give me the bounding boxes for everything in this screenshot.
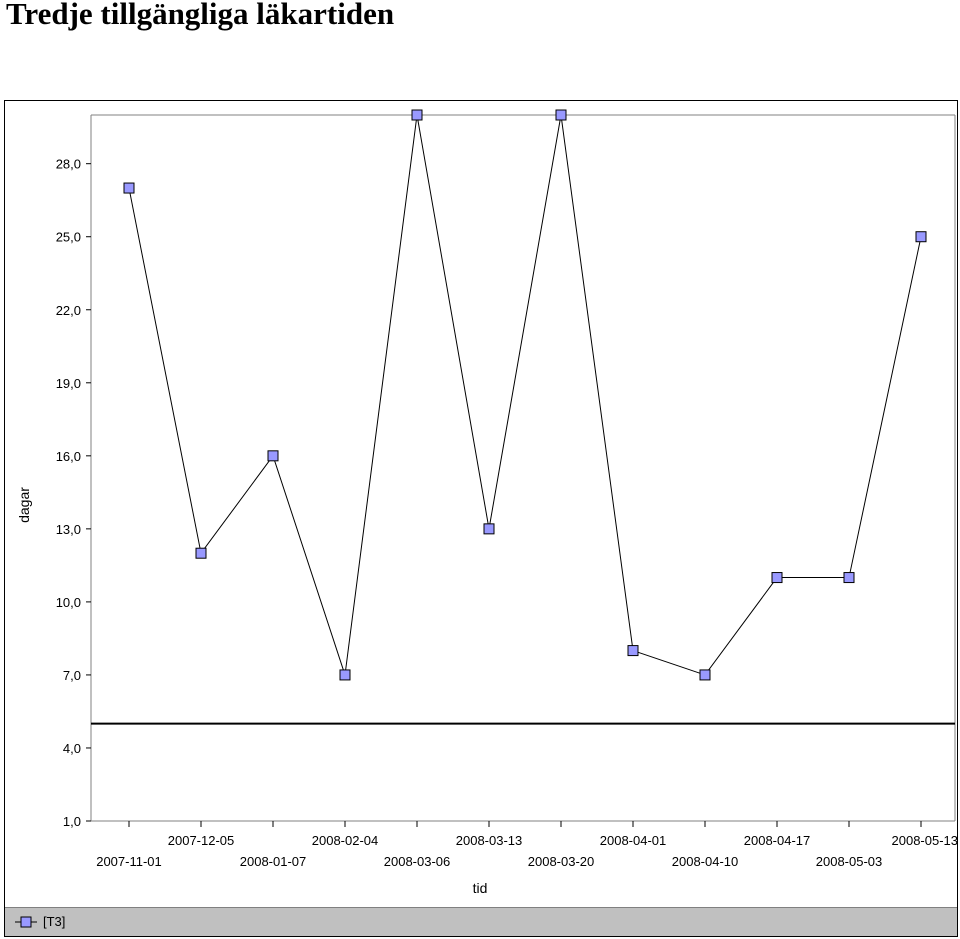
data-point — [915, 231, 927, 243]
x-tick-label: 2008-04-10 — [672, 854, 739, 869]
x-tick-label: 2008-02-04 — [312, 833, 379, 848]
y-tick-label: 10,0 — [56, 595, 81, 610]
y-tick-label: 4,0 — [63, 741, 81, 756]
y-tick-label: 19,0 — [56, 376, 81, 391]
series-line — [128, 114, 922, 676]
y-tick-label: 25,0 — [56, 230, 81, 245]
data-point — [195, 547, 207, 559]
x-tick-label: 2008-04-01 — [600, 833, 667, 848]
y-tick-label: 1,0 — [63, 814, 81, 829]
legend-series-marker — [15, 916, 37, 928]
data-point — [411, 109, 423, 121]
y-axis-title: dagar — [16, 487, 32, 523]
y-tick-label: 28,0 — [56, 157, 81, 172]
legend-series-label: [T3] — [43, 914, 66, 929]
legend: [T3] — [5, 907, 957, 936]
x-tick-label: 2008-03-06 — [384, 854, 451, 869]
page-title: Tredje tillgängliga läkartiden — [6, 0, 395, 31]
data-point — [771, 572, 783, 584]
x-tick-label: 2008-03-13 — [456, 833, 523, 848]
data-point — [843, 572, 855, 584]
y-tick-label: 7,0 — [63, 668, 81, 683]
y-tick-label: 22,0 — [56, 303, 81, 318]
data-point — [627, 645, 639, 657]
x-tick-label: 2008-04-17 — [744, 833, 811, 848]
data-point — [483, 523, 495, 535]
data-point — [699, 669, 711, 681]
y-tick-label: 16,0 — [56, 449, 81, 464]
chart-frame — [4, 100, 958, 937]
y-tick-label: 13,0 — [56, 522, 81, 537]
x-tick-label: 2007-11-01 — [96, 854, 162, 869]
x-tick-label: 2007-12-05 — [168, 833, 235, 848]
data-point — [267, 450, 279, 462]
x-axis-title: tid — [473, 880, 488, 896]
x-tick-label: 2008-05-13 — [892, 833, 959, 848]
data-point — [555, 109, 567, 121]
x-tick-label: 2008-03-20 — [528, 854, 595, 869]
x-tick-label: 2008-01-07 — [240, 854, 307, 869]
data-point — [339, 669, 351, 681]
data-point — [123, 182, 135, 194]
x-tick-label: 2008-05-03 — [816, 854, 883, 869]
